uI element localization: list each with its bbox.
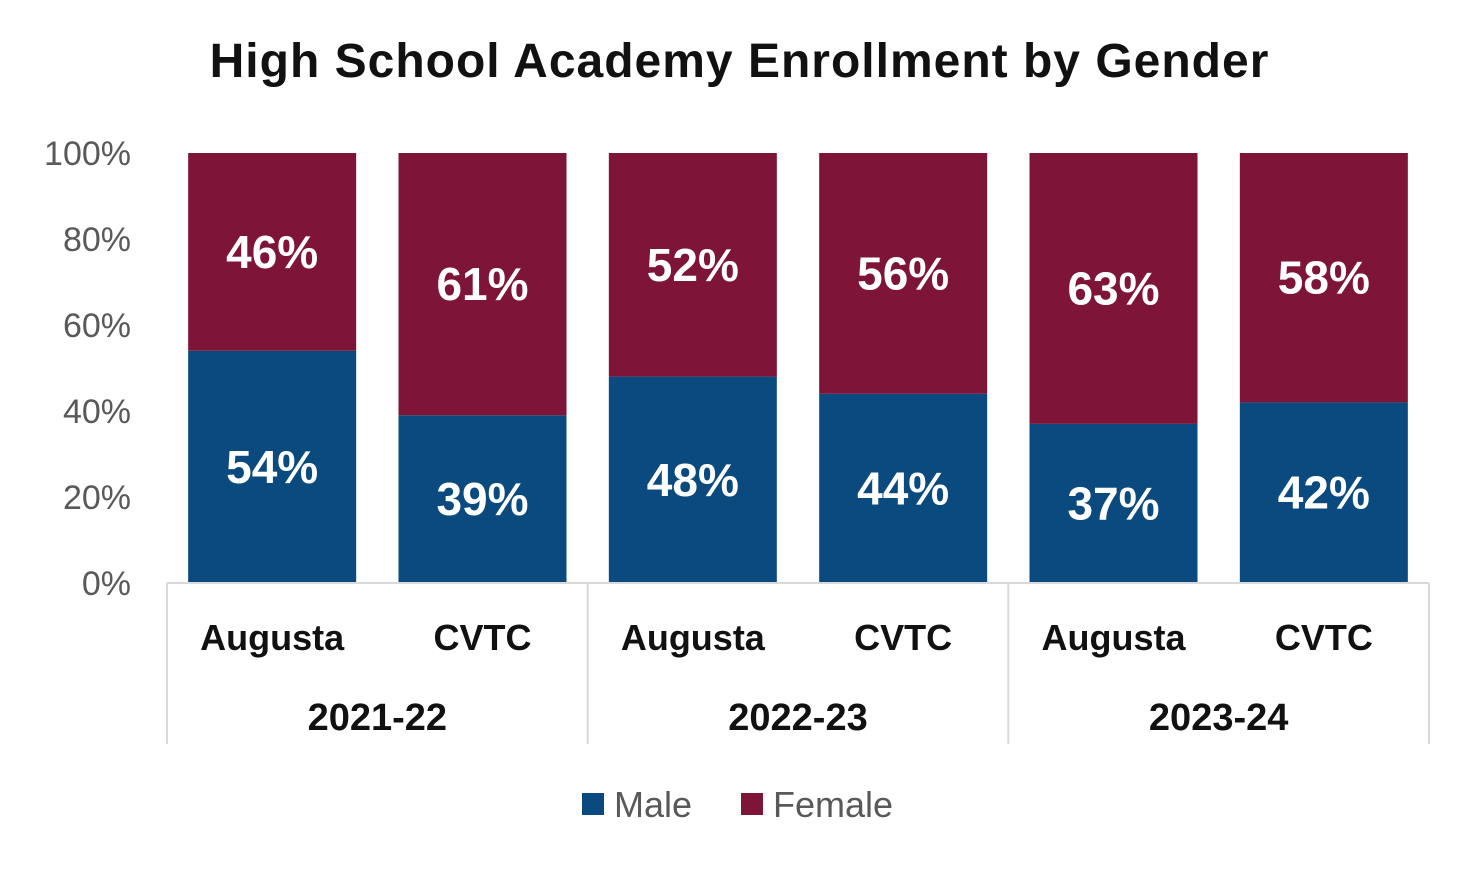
data-label-male: 44% bbox=[857, 462, 949, 514]
category-label: CVTC bbox=[434, 617, 532, 658]
bar-male bbox=[398, 415, 567, 583]
bar-female bbox=[819, 153, 988, 394]
category-label: Augusta bbox=[621, 617, 766, 658]
bar-female bbox=[608, 153, 777, 377]
data-label-male: 39% bbox=[436, 473, 528, 525]
legend-label-male: Male bbox=[614, 784, 692, 825]
bar-female bbox=[188, 153, 357, 351]
y-tick-label: 80% bbox=[63, 221, 131, 259]
data-label-female: 63% bbox=[1067, 262, 1159, 314]
category-label: CVTC bbox=[1275, 617, 1373, 658]
bar-male bbox=[819, 393, 988, 583]
y-tick-label: 100% bbox=[44, 135, 131, 173]
data-label-male: 42% bbox=[1278, 467, 1370, 519]
y-tick-label: 40% bbox=[63, 393, 131, 431]
data-label-male: 37% bbox=[1067, 477, 1159, 529]
data-label-male: 54% bbox=[226, 441, 318, 493]
bar-female bbox=[1239, 153, 1408, 403]
data-label-female: 58% bbox=[1278, 252, 1370, 304]
bar-female bbox=[1029, 153, 1198, 424]
data-label-female: 61% bbox=[436, 258, 528, 310]
group-label: 2023-24 bbox=[1149, 697, 1288, 739]
group-label: 2021-22 bbox=[308, 697, 447, 739]
bar-male bbox=[608, 376, 777, 583]
legend-swatch-female bbox=[741, 793, 763, 815]
y-tick-label: 20% bbox=[63, 479, 131, 517]
category-label: Augusta bbox=[200, 617, 345, 658]
group-label: 2022-23 bbox=[728, 697, 867, 739]
bar-male bbox=[1239, 402, 1408, 583]
legend-swatch-male bbox=[582, 793, 604, 815]
category-label: CVTC bbox=[854, 617, 952, 658]
y-tick-label: 60% bbox=[63, 307, 131, 345]
bar-male bbox=[188, 350, 357, 583]
legend-label-female: Female bbox=[773, 784, 893, 825]
data-label-female: 46% bbox=[226, 226, 318, 278]
category-label: Augusta bbox=[1042, 617, 1187, 658]
data-label-male: 48% bbox=[647, 454, 739, 506]
y-tick-label: 0% bbox=[82, 565, 131, 603]
bar-male bbox=[1029, 423, 1198, 583]
data-label-female: 56% bbox=[857, 247, 949, 299]
bar-female bbox=[398, 153, 567, 416]
data-label-female: 52% bbox=[647, 239, 739, 291]
chart-title: High School Academy Enrollment by Gender bbox=[209, 35, 1270, 88]
